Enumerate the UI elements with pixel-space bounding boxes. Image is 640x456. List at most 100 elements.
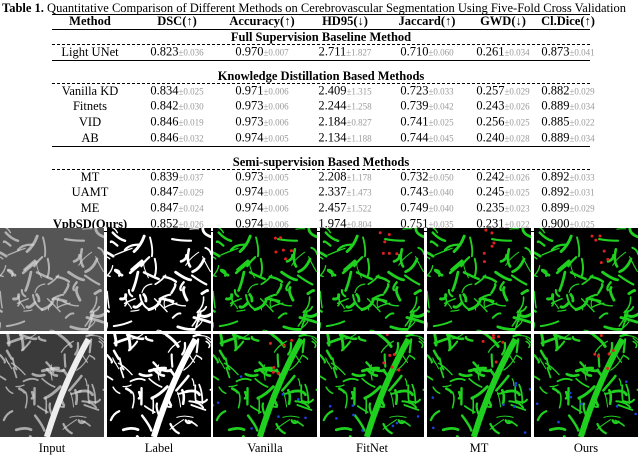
vessel — [322, 410, 334, 422]
vessel — [308, 256, 317, 273]
vessel — [463, 405, 476, 414]
vessel — [510, 274, 528, 286]
method-name: AB — [81, 130, 99, 145]
vessel — [171, 312, 182, 319]
metric-cell: 0.889±0.034 — [541, 130, 594, 145]
metric-std: ±0.006 — [263, 117, 289, 128]
vessel — [433, 336, 451, 345]
error-dot — [606, 367, 610, 371]
metric-std: ±0.005 — [263, 133, 289, 144]
error-dot — [392, 353, 396, 357]
vessel — [228, 384, 238, 388]
error-dot — [276, 371, 280, 375]
vessel — [70, 391, 75, 408]
vessel — [628, 228, 638, 239]
vessel — [46, 257, 51, 279]
metric-std: ±0.024 — [178, 203, 204, 214]
image-label: Ours — [573, 441, 599, 455]
column-header: DSC(↑) — [157, 14, 197, 28]
vessel — [516, 296, 525, 314]
vessel — [107, 354, 114, 364]
vessel — [534, 354, 541, 364]
metric-mean: 0.892 — [541, 169, 570, 183]
vessel — [142, 271, 160, 281]
vessel — [88, 338, 93, 354]
metric-mean: 0.873 — [541, 44, 570, 59]
vessel — [469, 236, 474, 258]
vessel — [31, 372, 46, 378]
vessel — [392, 281, 398, 292]
metric-std: ±1.188 — [346, 133, 372, 144]
vessel — [538, 231, 554, 243]
vessel — [255, 236, 260, 258]
result-image — [213, 228, 317, 331]
vessel — [46, 298, 61, 313]
vessel — [458, 372, 473, 378]
miss-dot — [250, 427, 253, 430]
vessel — [7, 247, 26, 256]
metric-mean: 0.751 — [400, 216, 429, 231]
vessel — [131, 270, 140, 292]
vessel — [583, 329, 590, 331]
miss-dot — [361, 429, 364, 432]
vessel — [508, 400, 525, 409]
metric-mean: 0.245 — [476, 184, 505, 199]
metric-cell: 0.739±0.042 — [400, 99, 453, 114]
vessel — [357, 335, 367, 342]
vessel — [477, 367, 493, 373]
vessel — [19, 334, 38, 341]
vessel — [479, 297, 495, 303]
vessel — [130, 259, 144, 271]
vessel — [575, 377, 590, 388]
metric-cell: 0.974±0.005 — [235, 185, 288, 200]
vessel — [461, 283, 473, 294]
vessel — [263, 367, 279, 373]
vessel — [351, 372, 366, 378]
vessel — [622, 338, 627, 354]
vessel — [403, 404, 420, 411]
vessel — [510, 404, 527, 411]
vessel — [237, 391, 241, 409]
vessel — [515, 354, 523, 360]
error-dot — [395, 252, 399, 256]
vessel — [97, 246, 104, 256]
metric-cell: 2.711±1.827 — [319, 45, 372, 60]
section-title: Semi-supervision Based Methods — [232, 154, 410, 169]
metric-cell: 0.852±0.026 — [150, 216, 203, 231]
vessel — [171, 238, 193, 242]
vessel — [427, 290, 430, 309]
vessel — [432, 349, 440, 360]
vessel — [515, 334, 531, 340]
result-image — [534, 228, 638, 331]
vessel — [509, 228, 520, 230]
vessel — [405, 316, 424, 324]
vessel — [198, 383, 204, 405]
vessel — [107, 290, 110, 309]
vessel — [16, 243, 35, 251]
miss-dot — [580, 402, 583, 406]
vessel — [107, 375, 114, 381]
metric-mean: 0.847 — [150, 200, 179, 215]
error-dot — [387, 251, 391, 255]
vessel — [121, 426, 140, 432]
vessel — [407, 384, 411, 404]
vessel — [243, 390, 248, 400]
vessel — [57, 302, 71, 309]
vessel — [485, 334, 500, 348]
vessel — [153, 298, 168, 313]
vessel — [89, 296, 98, 314]
top-rule — [52, 14, 590, 15]
metric-cell: 0.973±0.006 — [235, 115, 288, 130]
vessel — [69, 325, 89, 331]
vessel — [568, 283, 580, 294]
vessel — [512, 316, 531, 324]
vessel — [144, 335, 154, 342]
vessel — [124, 387, 133, 394]
vessel — [414, 228, 424, 239]
metric-mean: 0.834 — [150, 83, 179, 98]
vessel — [4, 231, 20, 243]
vessel — [415, 256, 424, 273]
vessel — [413, 288, 422, 296]
vessel — [609, 286, 616, 302]
vessel — [188, 400, 205, 409]
